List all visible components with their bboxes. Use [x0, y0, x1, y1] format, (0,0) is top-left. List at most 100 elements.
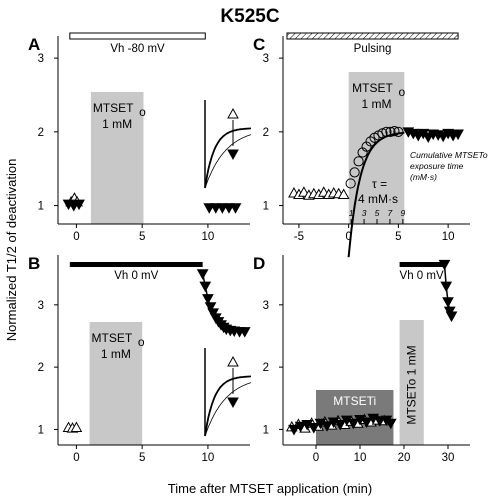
shade-label-line2: 1 mM [102, 117, 132, 131]
data-point-triangle-down [73, 199, 85, 211]
data-point-triangle-down [288, 424, 300, 436]
y-tick-label: 3 [263, 53, 269, 65]
shade-label-subscript: o [138, 335, 145, 349]
inset-trace-slow [204, 134, 252, 189]
panel-letter: D [253, 254, 265, 273]
data-point-circle [389, 126, 400, 137]
data-point-triangle-down [384, 418, 397, 430]
shade-label-line1: MTSET [93, 101, 134, 115]
data-point-triangle-down [196, 269, 209, 280]
mtset-shade [348, 72, 405, 224]
mtseti-label: MTSETi [333, 394, 376, 408]
shade-label-line1: MTSET [352, 81, 393, 95]
data-point-triangle-down [373, 416, 386, 427]
x-tick-label: 10 [202, 452, 215, 464]
x-axis-title: Time after MTSET application (min) [168, 481, 372, 496]
exposure-tick-label: 9 [400, 208, 405, 218]
data-point-triangle-down [334, 419, 347, 431]
voltage-bar-label: Vh 0 mV [114, 270, 158, 282]
pulsing-bar-label: Pulsing [354, 43, 392, 55]
y-tick-label: 2 [263, 127, 269, 139]
inset-trace-slow [204, 382, 252, 437]
x-tick-label: 0 [345, 231, 351, 243]
y-tick-label: 2 [38, 127, 44, 139]
data-point-circle [349, 167, 360, 178]
inset-marker-up [227, 355, 239, 367]
mtset-shade [89, 322, 143, 445]
x-tick-label: 0 [313, 452, 319, 464]
panel-letter: B [28, 254, 40, 273]
data-point-triangle-down [294, 421, 307, 433]
exposure-annotation: exposure time [410, 161, 464, 171]
voltage-bar [69, 262, 203, 267]
pulsing-bar [286, 32, 459, 40]
inset-trace-fast [204, 127, 252, 189]
data-point-circle [353, 156, 364, 167]
y-tick-label: 3 [38, 300, 44, 312]
figure-title: K525C [220, 6, 279, 27]
data-point-circle [393, 126, 404, 137]
data-point-triangle-down [238, 327, 251, 338]
data-point-triangle-down [438, 259, 451, 271]
y-tick-label: 2 [263, 362, 269, 374]
x-tick-label: 5 [139, 231, 145, 243]
y-tick-label: 1 [38, 424, 44, 436]
exposure-tick-label: 5 [375, 208, 380, 218]
y-tick-label: 1 [263, 424, 269, 436]
data-point-circle [361, 141, 372, 152]
inset-trace-fast [204, 375, 252, 437]
shade-label-line2: 1 mM [362, 97, 392, 111]
x-tick-label: 0 [73, 452, 79, 464]
voltage-bar-label: Vh 0 mV [400, 270, 444, 282]
voltage-bar [69, 32, 206, 40]
x-tick-label: 10 [442, 231, 455, 243]
data-point-triangle-down [440, 281, 453, 293]
data-point-triangle-down [360, 417, 373, 428]
y-tick-label: 3 [263, 300, 269, 312]
y-tick-label: 2 [38, 362, 44, 374]
fit-tau-value: 4 mM·s [358, 192, 398, 206]
shade-label-line1: MTSET [92, 331, 133, 345]
exposure-annotation: Cumulative MTSETo [410, 150, 488, 160]
data-point-triangle-down [199, 281, 212, 293]
data-point-triangle-down [202, 294, 214, 305]
data-point-circle [385, 126, 396, 137]
panel-letter: C [253, 35, 265, 54]
x-tick-label: 5 [395, 231, 401, 243]
data-point-circle [381, 126, 392, 137]
data-point-triangle-down [204, 302, 217, 313]
exposure-tick-label: 1 [349, 208, 354, 218]
panel-d: MTSETi MTSETo 1 mM Vh 0 mV 0 10 20 30 1 2 3 D [253, 254, 470, 464]
panel-b: MTSET o 1 mM Vh 0 mV 0 5 10 1 2 3 B [28, 254, 252, 464]
x-tick-label: 10 [202, 231, 215, 243]
exposure-annotation: (mM·s) [410, 172, 437, 182]
data-point-triangle-down [452, 129, 464, 141]
shade-label-line2: 1 mM [101, 347, 131, 361]
data-point-triangle-up [70, 421, 83, 433]
x-tick-label: 5 [139, 452, 145, 464]
exposure-tick-label: 3 [362, 208, 367, 218]
y-tick-label: 3 [38, 53, 44, 65]
data-point-circle [345, 178, 356, 189]
data-point-triangle-down [442, 297, 454, 308]
x-tick-label: 20 [398, 452, 411, 464]
x-tick-label: -5 [294, 231, 304, 243]
y-tick-label: 1 [38, 201, 44, 213]
fit-tau-label: τ = [372, 177, 387, 191]
voltage-bar [399, 262, 444, 267]
fit-curve [347, 131, 405, 258]
panel-a: MTSET o 1 mM Vh -80 mV 0 5 10 1 2 3A [28, 32, 252, 243]
inset-marker-down [227, 397, 239, 409]
mtseto-label: MTSETo 1 mM [405, 345, 419, 424]
shade-label-subscript: o [399, 85, 406, 99]
mtseto-shade [399, 320, 424, 445]
x-tick-label: 10 [354, 452, 367, 464]
data-point-triangle-down [307, 423, 320, 434]
panel-letter: A [28, 35, 40, 54]
exposure-tick-label: 7 [388, 208, 393, 218]
mtset-shade [90, 92, 144, 224]
data-point-circle [365, 136, 376, 147]
data-point-triangle-down [321, 421, 333, 432]
